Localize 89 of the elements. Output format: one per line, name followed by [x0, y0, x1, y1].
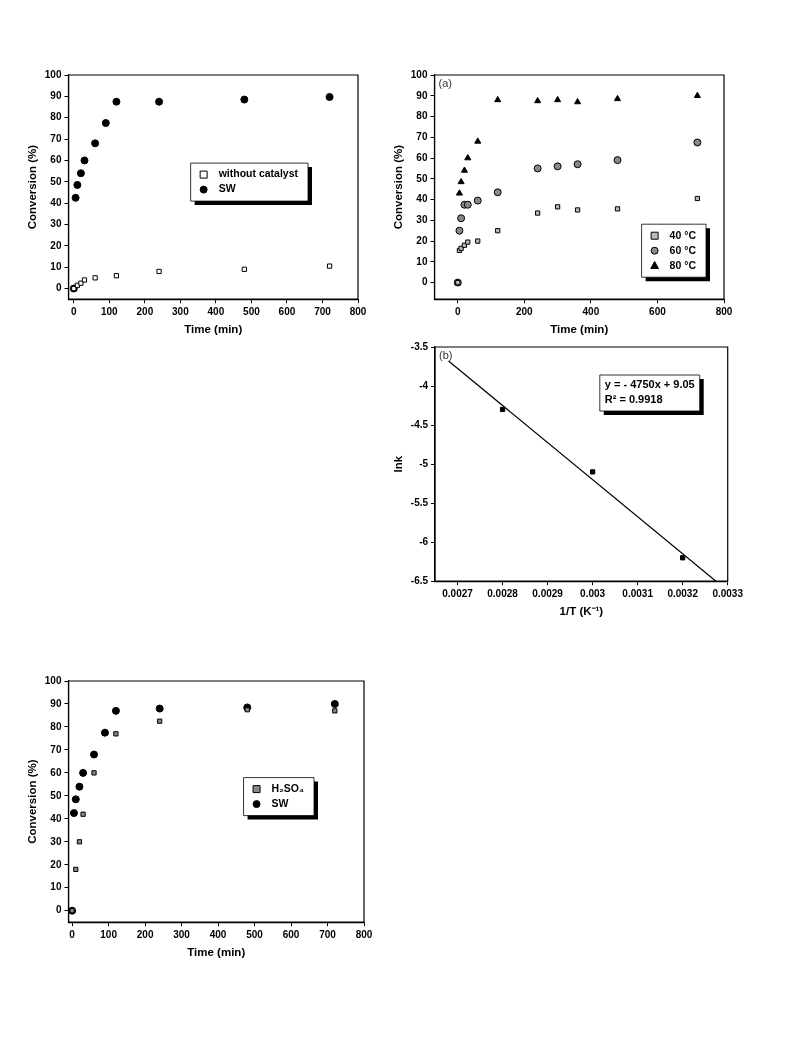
- y-tick-label: 30: [50, 835, 62, 847]
- y-tick-label: 80: [416, 110, 428, 122]
- x-tick-label: 0: [69, 928, 76, 940]
- legend-label: SW: [218, 182, 236, 195]
- annotation: y = - 4750x + 9.05: [604, 377, 695, 390]
- x-tick-label: 400: [207, 305, 225, 317]
- x-tick-label: 200: [515, 305, 534, 317]
- x-tick-label: 400: [582, 305, 600, 317]
- legend-label: without catalyst: [217, 167, 299, 180]
- x-tick-label: 0.0032: [667, 587, 699, 599]
- y-axis-title: Conversion (%): [392, 144, 405, 230]
- x-tick-label: 300: [172, 305, 190, 317]
- x-tick-label: 0.0031: [622, 587, 654, 599]
- x-tick-label: 700: [314, 305, 332, 317]
- x-tick-label: 600: [282, 928, 300, 940]
- x-tick-label: 200: [136, 305, 154, 317]
- y-tick-label: 50: [50, 789, 62, 801]
- y-tick-label: 60: [50, 154, 62, 166]
- y-tick-label: -5: [419, 457, 429, 469]
- annotation: (a): [438, 76, 452, 89]
- x-tick-label: 0.0033: [712, 587, 744, 599]
- x-tick-label: 0.0028: [487, 587, 519, 599]
- y-tick-label: 80: [50, 720, 62, 732]
- legend-label: H₂SO₄: [271, 781, 305, 794]
- y-tick-label: 40: [50, 812, 62, 824]
- y-tick-label: -4.5: [410, 418, 429, 430]
- x-tick-label: 0.0029: [532, 587, 564, 599]
- x-axis-title: Time (min): [187, 946, 246, 959]
- y-tick-label: 90: [50, 697, 62, 709]
- y-tick-label: 0: [55, 282, 62, 294]
- y-tick-label: 0: [421, 276, 428, 288]
- y-tick-label: 10: [50, 260, 62, 272]
- x-tick-label: 200: [136, 928, 154, 940]
- y-axis-title: Conversion (%): [26, 759, 39, 844]
- x-tick-label: 0.0027: [442, 587, 474, 599]
- y-tick-label: 50: [416, 172, 428, 184]
- y-tick-label: 30: [416, 214, 428, 226]
- x-axis-title: 1/T (K⁻¹): [559, 605, 604, 618]
- x-tick-label: 600: [278, 305, 296, 317]
- y-tick-label: 100: [44, 68, 62, 80]
- x-tick-label: 100: [100, 305, 119, 317]
- x-tick-label: 0.003: [580, 587, 606, 599]
- x-tick-label: 400: [209, 928, 227, 940]
- y-tick-label: -5.5: [410, 496, 429, 508]
- y-tick-label: 40: [50, 196, 62, 208]
- y-axis-title: Conversion (%): [26, 144, 39, 230]
- x-tick-label: 100: [100, 928, 118, 940]
- x-tick-label: 600: [649, 305, 667, 317]
- legend-label: SW: [271, 796, 289, 809]
- y-tick-label: 0: [55, 904, 62, 916]
- x-tick-label: 800: [355, 928, 373, 940]
- x-tick-label: 800: [715, 305, 733, 317]
- annotation: R² = 0.9918: [604, 392, 663, 405]
- y-tick-label: 10: [50, 881, 62, 893]
- x-axis-title: Time (min): [550, 323, 609, 336]
- y-tick-label: 50: [50, 175, 62, 187]
- y-axis-title: lnk: [392, 455, 405, 473]
- x-tick-label: 500: [246, 928, 264, 940]
- y-tick-label: 20: [50, 858, 62, 870]
- y-tick-label: 60: [50, 766, 62, 778]
- x-tick-label: 0: [71, 305, 78, 317]
- legend-label: 60 °C: [669, 243, 697, 256]
- y-tick-label: 20: [50, 239, 62, 251]
- y-tick-label: 20: [416, 234, 428, 246]
- x-tick-label: 0: [455, 305, 461, 317]
- y-tick-label: 70: [416, 131, 428, 143]
- y-tick-label: -6.5: [410, 574, 429, 586]
- y-tick-label: 10: [416, 255, 428, 267]
- x-axis-title: Time (min): [184, 323, 243, 336]
- x-tick-label: 800: [349, 305, 367, 317]
- y-tick-label: 60: [416, 151, 428, 163]
- y-tick-label: 30: [50, 218, 62, 230]
- y-tick-label: 80: [50, 111, 62, 123]
- y-tick-label: 100: [410, 68, 428, 80]
- y-tick-label: 100: [44, 674, 62, 686]
- annotation: (b): [439, 348, 453, 361]
- y-tick-label: -3.5: [410, 340, 429, 352]
- y-tick-label: 90: [416, 89, 428, 101]
- y-tick-label: 70: [50, 132, 62, 144]
- y-tick-label: 40: [416, 193, 428, 205]
- y-tick-label: 70: [50, 743, 62, 755]
- x-tick-label: 300: [173, 928, 191, 940]
- legend-label: 40 °C: [669, 228, 697, 241]
- y-tick-label: 90: [50, 90, 62, 102]
- legend-label: 80 °C: [669, 258, 697, 271]
- x-tick-label: 700: [319, 928, 337, 940]
- x-tick-label: 500: [243, 305, 261, 317]
- y-tick-label: -4: [419, 379, 429, 391]
- y-tick-label: -6: [419, 535, 429, 547]
